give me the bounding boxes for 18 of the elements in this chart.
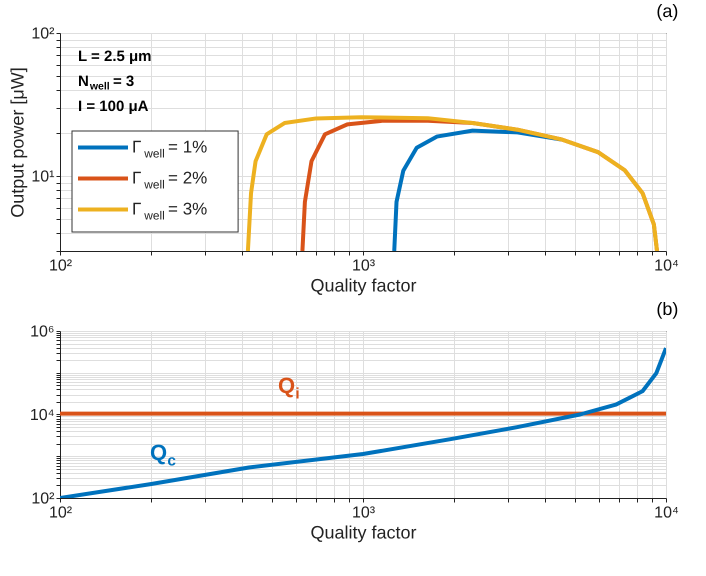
y-tick-label: 10⁴: [30, 407, 55, 424]
x-tick-label: 10⁴: [654, 258, 679, 274]
y-axis-title: Output power [μW]: [7, 67, 28, 218]
y-tick-label: 10¹: [31, 168, 54, 186]
x-tick-label: 10²: [48, 504, 73, 522]
x-tick-label: 10³: [352, 258, 376, 274]
x-tick-label: 10⁴: [654, 504, 679, 522]
annotation: I = 100 μA: [78, 98, 149, 115]
chart-title: (a): [656, 1, 678, 21]
y-tick-label: 10²: [31, 26, 56, 42]
annotation: L = 2.5 μm: [78, 48, 152, 65]
x-tick-label: 10²: [48, 258, 73, 274]
y-tick-label: 10⁶: [30, 324, 54, 340]
x-tick-label: 10³: [352, 504, 376, 522]
x-axis-title: Quality factor: [310, 276, 417, 296]
x-axis-title: Quality factor: [310, 522, 417, 542]
y-tick-label: 10²: [31, 490, 56, 508]
chart-title: (b): [656, 299, 678, 319]
